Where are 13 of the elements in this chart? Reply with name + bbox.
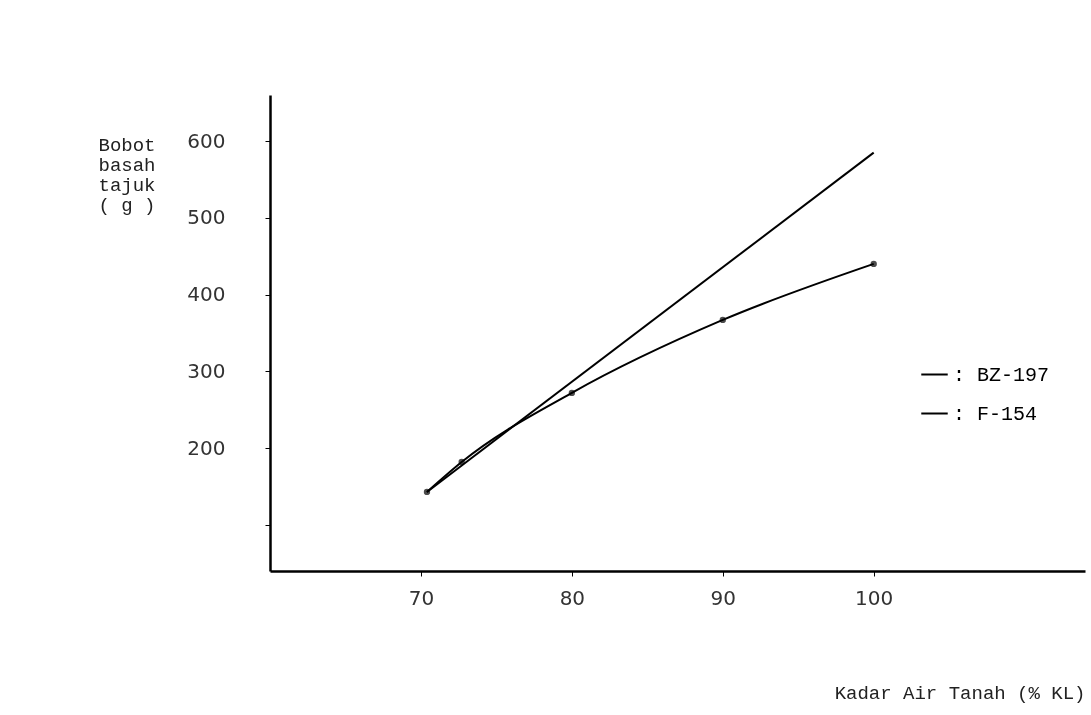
y-tick-label: 200 xyxy=(187,435,226,460)
x-axis-title: Kadar Air Tanah (% KL) xyxy=(834,682,1086,705)
legend-label: : BZ-197 xyxy=(953,363,1050,387)
legend-label: : F-154 xyxy=(953,402,1038,426)
x-tick-label: 100 xyxy=(855,585,894,610)
x-tick-label: 70 xyxy=(408,585,435,610)
x-tick-label: 90 xyxy=(710,585,736,610)
y-tick-label: 600 xyxy=(187,128,226,153)
x-tick-label: 80 xyxy=(559,585,586,610)
y-tick-label: 500 xyxy=(187,205,226,230)
y-tick-label: 400 xyxy=(187,282,226,307)
y-axis-title: Bobot basah tajuk ( g ) xyxy=(98,134,156,217)
y-tick-label: 300 xyxy=(187,358,226,383)
